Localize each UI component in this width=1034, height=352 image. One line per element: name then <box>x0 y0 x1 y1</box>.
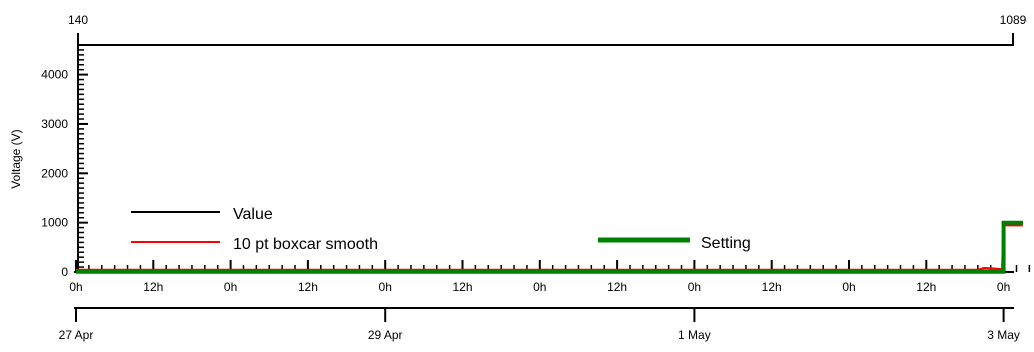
x-hour-tick-label: 0h <box>842 280 855 294</box>
legend-label-setting: Setting <box>701 235 751 252</box>
x-date-tick-label: 3 May <box>987 328 1020 342</box>
series-line-value <box>76 221 1023 273</box>
y-tick-label: 1000 <box>41 216 68 230</box>
y-tick-label: 3000 <box>41 117 68 131</box>
legend-label-smooth: 10 pt boxcar smooth <box>233 236 378 253</box>
x-hour-tick-label: 12h <box>916 280 936 294</box>
series-line-setting <box>76 220 1023 274</box>
x-date-tick-label: 1 May <box>678 328 711 342</box>
x-hour-tick-label: 12h <box>607 280 627 294</box>
top-axis: 140 1089 <box>68 13 1027 46</box>
x-axis-hours: 0h 12h 0h 12h 0h 12h 0h 12h 0h 12h 0h 12h 0h <box>69 260 1031 294</box>
x-date-tick-label: 29 Apr <box>368 328 403 342</box>
y-axis: Voltage (V) 0 1000 2000 3000 4000 <box>9 44 88 279</box>
y-tick-label: 2000 <box>41 166 68 180</box>
top-axis-label-right: 1089 <box>1000 13 1027 27</box>
x-hour-tick-label: 0h <box>688 280 701 294</box>
legend: Value 10 pt boxcar smooth Setting <box>131 206 751 253</box>
x-hour-tick-label: 12h <box>143 280 163 294</box>
x-hour-tick-label: 12h <box>762 280 782 294</box>
y-tick-label: 4000 <box>41 68 68 82</box>
top-axis-label-left: 140 <box>68 13 88 27</box>
x-hour-tick-label: 0h <box>379 280 392 294</box>
x-axis-dates: 27 Apr 29 Apr 1 May 3 May <box>59 307 1020 342</box>
y-tick-label: 0 <box>61 265 68 279</box>
legend-label-value: Value <box>233 206 273 223</box>
y-axis-title: Voltage (V) <box>9 129 23 188</box>
series-layer <box>76 220 1023 274</box>
x-hour-tick-label: 0h <box>997 280 1010 294</box>
x-hour-tick-label: 12h <box>298 280 318 294</box>
x-hour-tick-label: 12h <box>452 280 472 294</box>
x-hour-tick-label: 0h <box>69 280 82 294</box>
x-date-tick-label: 27 Apr <box>59 328 94 342</box>
series-line-smooth <box>76 223 1023 272</box>
x-hour-tick-label: 0h <box>224 280 237 294</box>
x-hour-tick-label: 0h <box>533 280 546 294</box>
